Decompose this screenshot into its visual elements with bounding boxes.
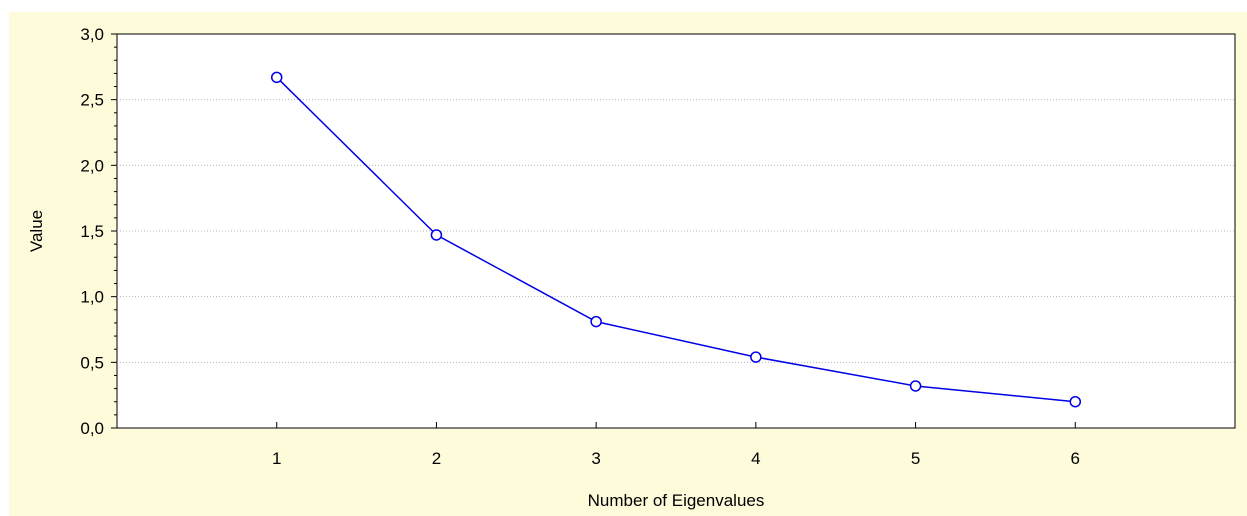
data-point	[750, 351, 762, 363]
y-axis-title: Value	[27, 210, 46, 252]
data-point	[1069, 395, 1082, 408]
series-group	[270, 71, 1082, 408]
data-point	[270, 71, 283, 84]
y-tick-label: 1,0	[80, 288, 104, 307]
x-tick-label: 3	[591, 449, 600, 468]
y-tick-label: 2,5	[80, 91, 104, 110]
x-axis-title: Number of Eigenvalues	[588, 491, 765, 510]
x-tick-label: 6	[1071, 449, 1080, 468]
y-tick-label: 1,5	[80, 222, 104, 241]
y-axis-ticks: 0,0 0,5 1,0 1,5 2,0 2,5 3,0	[80, 25, 117, 438]
data-point	[909, 380, 922, 392]
y-tick-label: 3,0	[80, 25, 104, 44]
series-line	[276, 76, 1076, 403]
y-tick-label: 2,0	[80, 156, 104, 175]
y-tick-label: 0,5	[80, 353, 104, 372]
x-tick-label: 2	[432, 449, 441, 468]
data-point	[430, 229, 443, 241]
x-tick-label: 5	[911, 449, 920, 468]
x-axis-ticks: 1 2 3 4 5 6	[272, 422, 1080, 468]
x-tick-label: 1	[272, 449, 281, 468]
data-point	[590, 315, 602, 328]
y-tick-label: 0,0	[80, 419, 104, 438]
x-tick-label: 4	[751, 449, 760, 468]
grid-lines	[117, 99, 1235, 363]
